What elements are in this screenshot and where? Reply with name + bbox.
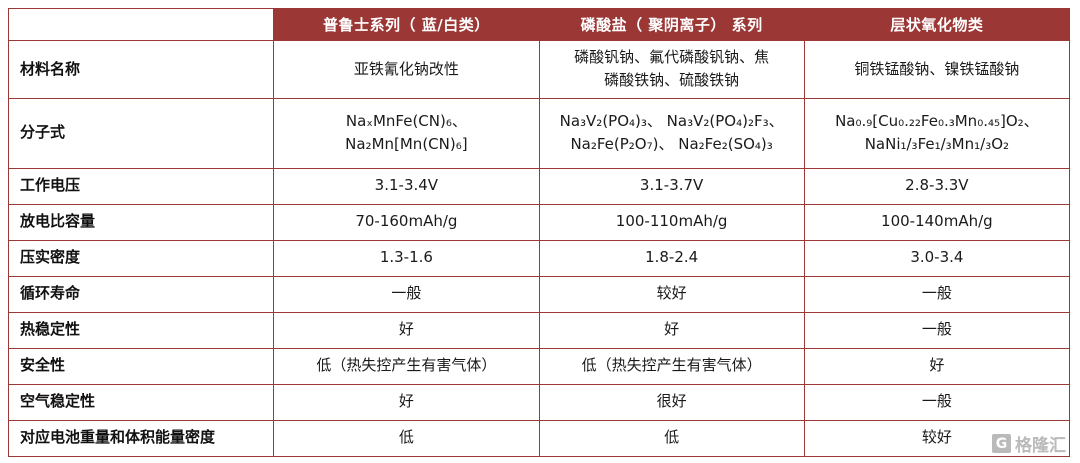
table-row: 安全性 低（热失控产生有害气体） 低（热失控产生有害气体） 好: [7, 347, 1071, 385]
table-cell: 100-140mAh/g: [803, 203, 1071, 241]
table-row: 放电比容量 70-160mAh/g 100-110mAh/g 100-140mA…: [7, 203, 1071, 241]
table-cell: 好: [273, 383, 540, 421]
table-cell: 低: [538, 419, 805, 457]
table-row: 分子式 NaₓMnFe(CN)₆、 Na₂Mn[Mn(CN)₆] Na₃V₂(P…: [7, 97, 1071, 169]
table-cell: 好: [538, 311, 805, 349]
row-label: 热稳定性: [7, 311, 275, 349]
cell-line: NaNi₁/₃Fe₁/₃Mn₁/₃O₂: [864, 135, 1010, 153]
col-header-phosphate-series: 磷酸盐（ 聚阴离子） 系列: [538, 8, 805, 41]
table-row: 循环寿命 一般 较好 一般: [7, 275, 1071, 313]
table-row: 工作电压 3.1-3.4V 3.1-3.7V 2.8-3.3V: [7, 167, 1071, 205]
row-label: 空气稳定性: [7, 383, 275, 421]
table-row: 对应电池重量和体积能量密度 低 低 较好: [7, 419, 1071, 457]
table-row: 空气稳定性 好 很好 一般: [7, 383, 1071, 421]
table-cell: 3.1-3.4V: [273, 167, 540, 205]
table-cell: 2.8-3.3V: [803, 167, 1071, 205]
col-header-layered-oxide: 层状氧化物类: [803, 8, 1071, 41]
row-label: 工作电压: [7, 167, 275, 205]
table-cell: 低（热失控产生有害气体）: [273, 347, 540, 385]
table-cell: 铜铁锰酸钠、镍铁锰酸钠: [803, 40, 1071, 99]
table-cell: 一般: [803, 275, 1071, 313]
table-cell: 70-160mAh/g: [273, 203, 540, 241]
table-cell: 磷酸钒钠、氟代磷酸钒钠、焦 磷酸铁钠、硫酸铁钠: [538, 40, 805, 99]
table-cell: 低（热失控产生有害气体）: [538, 347, 805, 385]
table-cell: 一般: [803, 383, 1071, 421]
material-comparison-table: 普鲁士系列（ 蓝/白类） 磷酸盐（ 聚阴离子） 系列 层状氧化物类 材料名称 亚…: [7, 8, 1071, 457]
table-cell: 一般: [273, 275, 540, 313]
cell-line: Na₂Fe(P₂O₇)、 Na₂Fe₂(SO₄)₃: [570, 135, 773, 153]
table-cell: 较好: [803, 419, 1071, 457]
row-label: 材料名称: [7, 40, 275, 99]
table-cell: 低: [273, 419, 540, 457]
cell-line: Na₂Mn[Mn(CN)₆]: [345, 135, 468, 153]
table-row: 压实密度 1.3-1.6 1.8-2.4 3.0-3.4: [7, 239, 1071, 277]
cell-line: 铜铁锰酸钠、镍铁锰酸钠: [854, 59, 1020, 78]
cell-line: 亚铁氰化钠改性: [353, 59, 459, 78]
row-label: 分子式: [7, 97, 275, 169]
table-row: 材料名称 亚铁氰化钠改性 磷酸钒钠、氟代磷酸钒钠、焦 磷酸铁钠、硫酸铁钠 铜铁锰…: [7, 40, 1071, 99]
table-cell: 亚铁氰化钠改性: [273, 40, 540, 99]
corner-cell: [7, 8, 275, 41]
gelonghui-logo-icon: G: [992, 434, 1011, 453]
table-cell: 1.8-2.4: [538, 239, 805, 277]
table-cell: NaₓMnFe(CN)₆、 Na₂Mn[Mn(CN)₆]: [273, 97, 540, 169]
col-header-prussian-series: 普鲁士系列（ 蓝/白类）: [273, 8, 540, 41]
row-label: 压实密度: [7, 239, 275, 277]
gelonghui-watermark-text: 格隆汇: [1015, 436, 1066, 456]
cell-line: 磷酸钒钠、氟代磷酸钒钠、焦: [574, 48, 770, 66]
table-row: 热稳定性 好 好 一般: [7, 311, 1071, 349]
header-row: 普鲁士系列（ 蓝/白类） 磷酸盐（ 聚阴离子） 系列 层状氧化物类: [7, 8, 1071, 41]
table-cell: Na₀.₉[Cu₀.₂₂Fe₀.₃Mn₀.₄₅]O₂、 NaNi₁/₃Fe₁/₃…: [803, 97, 1071, 169]
row-label: 对应电池重量和体积能量密度: [7, 419, 275, 457]
table-cell: 3.1-3.7V: [538, 167, 805, 205]
gelonghui-watermark: G 格隆汇: [992, 431, 1066, 456]
cell-line: NaₓMnFe(CN)₆、: [345, 111, 467, 130]
cell-line: Na₃V₂(PO₄)₃、 Na₃V₂(PO₄)₂F₃、: [559, 111, 784, 130]
cell-line: 磷酸铁钠、硫酸铁钠: [604, 71, 740, 90]
table-cell: Na₃V₂(PO₄)₃、 Na₃V₂(PO₄)₂F₃、 Na₂Fe(P₂O₇)、…: [538, 97, 805, 169]
table-cell: 很好: [538, 383, 805, 421]
row-label: 放电比容量: [7, 203, 275, 241]
cell-line: Na₀.₉[Cu₀.₂₂Fe₀.₃Mn₀.₄₅]O₂、: [835, 111, 1039, 130]
table-cell: 好: [273, 311, 540, 349]
row-label: 循环寿命: [7, 275, 275, 313]
table-cell: 一般: [803, 311, 1071, 349]
table-cell: 3.0-3.4: [803, 239, 1071, 277]
row-label: 安全性: [7, 347, 275, 385]
table-cell: 较好: [538, 275, 805, 313]
table-cell: 100-110mAh/g: [538, 203, 805, 241]
table-cell: 好: [803, 347, 1071, 385]
table-cell: 1.3-1.6: [273, 239, 540, 277]
